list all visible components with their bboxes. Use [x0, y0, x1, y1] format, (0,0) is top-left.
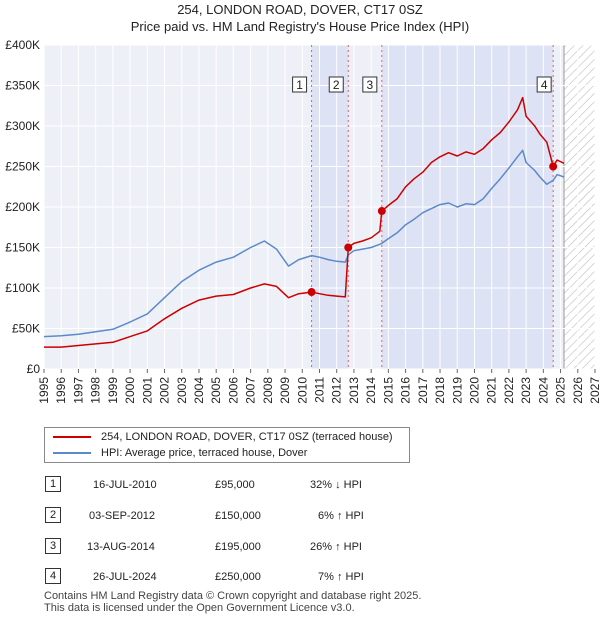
sale-point: [377, 207, 386, 216]
x-tick-label: 2027: [588, 377, 600, 404]
x-tick-label: 2011: [313, 377, 327, 403]
x-tick-label: 2013: [347, 377, 361, 404]
x-tick-label: 2021: [485, 377, 499, 404]
x-tick-label: 2010: [295, 377, 309, 404]
x-tick-label: 2004: [192, 377, 206, 404]
x-tick-label: 2023: [519, 377, 533, 404]
x-tick-label: 2002: [158, 377, 172, 404]
y-tick-label: £150K: [5, 241, 40, 255]
x-tick-label: 2026: [571, 377, 585, 404]
sale-date: 03-SEP-2012: [89, 510, 156, 522]
x-tick-label: 1996: [54, 377, 68, 404]
sale-number-label: 3: [366, 78, 373, 92]
sale-row: 4 26-JUL-2024 £250,000 7% ↑ HPI: [0, 568, 600, 588]
x-tick-label: 1995: [37, 377, 51, 404]
footer: Contains HM Land Registry data © Crown c…: [44, 590, 421, 614]
sale-row: 3 13-AUG-2014 £195,000 26% ↑ HPI: [0, 538, 600, 558]
x-tick-label: 2007: [244, 377, 258, 404]
chart-title: 254, LONDON ROAD, DOVER, CT17 0SZ: [177, 2, 423, 17]
sale-hpi: 6% ↑ HPI: [318, 510, 364, 522]
sale-number: 1: [45, 476, 61, 492]
sale-row: 1 16-JUL-2010 £95,000 32% ↓ HPI: [0, 476, 600, 496]
x-tick-label: 1999: [106, 377, 120, 404]
x-tick-label: 2018: [433, 377, 447, 404]
sale-point: [307, 288, 316, 297]
x-tick-label: 2003: [175, 377, 189, 404]
x-tick-label: 2019: [450, 377, 464, 404]
sale-date: 13-AUG-2014: [87, 541, 155, 553]
sale-number-box: [292, 76, 308, 93]
sale-number: 2: [45, 507, 61, 523]
x-tick-label: 2022: [502, 377, 516, 404]
x-tick-label: 2024: [536, 377, 550, 404]
legend-swatch-red: [53, 436, 91, 438]
hpi-line: [43, 149, 565, 338]
y-tick-label: £50K: [12, 322, 40, 336]
sale-number: 3: [45, 538, 61, 554]
sale-point: [344, 243, 353, 252]
sale-row: 2 03-SEP-2012 £150,000 6% ↑ HPI: [0, 507, 600, 527]
chart: 254, LONDON ROAD, DOVER, CT17 0SZ Price …: [5, 2, 600, 404]
legend-item-property: 254, LONDON ROAD, DOVER, CT17 0SZ (terra…: [53, 431, 393, 443]
x-tick-label: 2014: [364, 377, 378, 404]
x-tick-label: 2012: [330, 377, 344, 404]
legend: 254, LONDON ROAD, DOVER, CT17 0SZ (terra…: [44, 427, 410, 463]
legend-item-hpi: HPI: Average price, terraced house, Dove…: [53, 447, 307, 459]
chart-subtitle: Price paid vs. HM Land Registry's House …: [131, 19, 469, 34]
sale-price: £195,000: [215, 541, 261, 553]
sale-number-label: 1: [296, 78, 303, 92]
x-tick-label: 2006: [226, 377, 240, 404]
x-tick-label: 2015: [381, 377, 395, 404]
sale-date: 26-JUL-2024: [93, 571, 157, 583]
x-tick-label: 2001: [140, 377, 154, 404]
footer-copyright: Contains HM Land Registry data © Crown c…: [44, 590, 422, 602]
sale-number-label: 2: [333, 78, 340, 92]
y-tick-label: £300K: [5, 119, 40, 133]
legend-swatch-blue: [53, 452, 91, 454]
x-tick-label: 2016: [399, 377, 413, 404]
x-tick-label: 2009: [278, 377, 292, 404]
y-tick-label: £350K: [5, 79, 40, 93]
sale-hpi: 32% ↓ HPI: [310, 479, 362, 491]
x-tick-label: 1997: [71, 377, 85, 404]
x-tick-label: 2005: [209, 377, 223, 404]
sale-number-box: [536, 76, 552, 93]
x-tick-label: 2008: [261, 377, 275, 404]
sale-date: 16-JUL-2010: [93, 479, 157, 491]
x-tick-label: 2017: [416, 377, 430, 404]
y-tick-label: £100K: [5, 281, 40, 295]
property-price-line: [44, 96, 565, 348]
y-tick-label: £200K: [5, 200, 40, 214]
y-tick-label: £0: [27, 362, 41, 376]
y-tick-label: £400K: [5, 38, 40, 52]
sale-hpi: 7% ↑ HPI: [318, 571, 364, 583]
legend-label-property: 254, LONDON ROAD, DOVER, CT17 0SZ (terra…: [101, 431, 393, 443]
sale-price: £150,000: [215, 510, 261, 522]
legend-label-hpi: HPI: Average price, terraced house, Dove…: [101, 447, 308, 459]
footer-licence: This data is licensed under the Open Gov…: [44, 602, 355, 614]
x-tick-label: 2000: [123, 377, 137, 404]
sale-number-label: 4: [541, 78, 548, 92]
x-tick-label: 1998: [89, 377, 103, 404]
sale-number-box: [328, 76, 344, 93]
x-tick-label: 2025: [554, 377, 568, 404]
y-tick-label: £250K: [5, 160, 40, 174]
sale-price: £95,000: [215, 479, 255, 491]
sale-price: £250,000: [215, 571, 261, 583]
x-tick-label: 2020: [467, 377, 481, 404]
sale-hpi: 26% ↑ HPI: [310, 541, 362, 553]
sale-number-box: [362, 76, 378, 93]
sale-number: 4: [45, 568, 61, 584]
sale-point: [549, 162, 558, 171]
